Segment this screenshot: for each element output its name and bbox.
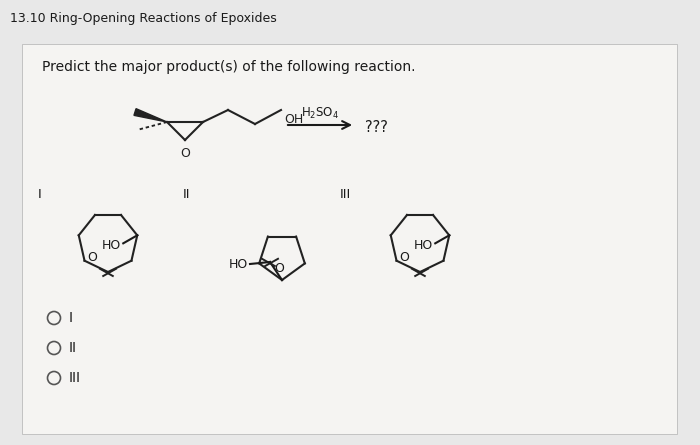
Text: I: I <box>38 189 42 202</box>
Text: O: O <box>274 262 284 275</box>
Text: HO: HO <box>414 239 433 252</box>
Text: I: I <box>69 312 73 325</box>
Text: HO: HO <box>102 239 121 252</box>
Text: HO: HO <box>229 258 248 271</box>
Text: II: II <box>183 189 190 202</box>
Text: II: II <box>69 341 77 356</box>
Polygon shape <box>134 109 167 122</box>
Text: O: O <box>88 251 97 264</box>
Text: 13.10 Ring-Opening Reactions of Epoxides: 13.10 Ring-Opening Reactions of Epoxides <box>10 12 276 25</box>
Text: H$_2$SO$_4$: H$_2$SO$_4$ <box>301 105 339 121</box>
FancyBboxPatch shape <box>22 44 677 434</box>
Text: III: III <box>340 189 351 202</box>
Text: III: III <box>69 372 81 385</box>
Text: OH: OH <box>284 113 303 126</box>
Text: ???: ??? <box>365 121 388 135</box>
Text: O: O <box>400 251 410 264</box>
Text: Predict the major product(s) of the following reaction.: Predict the major product(s) of the foll… <box>42 60 416 74</box>
Text: O: O <box>180 147 190 160</box>
